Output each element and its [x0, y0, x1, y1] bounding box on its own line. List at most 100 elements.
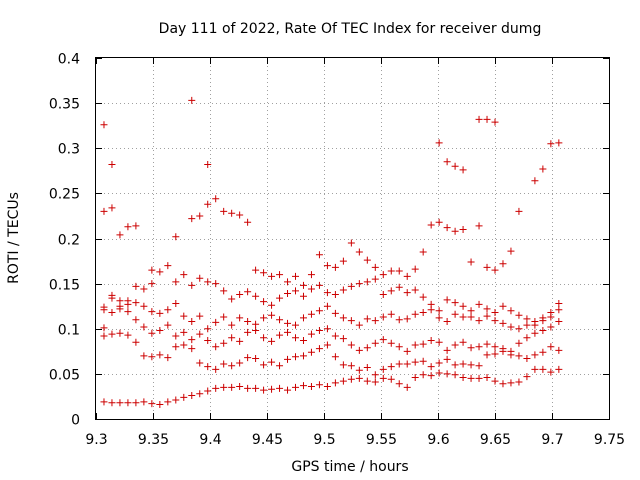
data-point	[172, 343, 180, 351]
data-point	[443, 370, 451, 378]
data-point	[100, 303, 108, 311]
data-point	[459, 313, 467, 321]
data-point	[531, 329, 539, 337]
data-point	[467, 374, 475, 382]
data-point	[180, 341, 188, 349]
data-point	[276, 271, 284, 279]
data-point	[507, 323, 515, 331]
data-point	[220, 360, 228, 368]
data-point	[475, 317, 483, 325]
data-point	[339, 335, 347, 343]
data-point	[244, 318, 252, 326]
data-point	[284, 355, 292, 363]
data-point	[411, 286, 419, 294]
data-point	[523, 355, 531, 363]
data-point	[459, 302, 467, 310]
data-point	[451, 371, 459, 379]
data-point	[443, 355, 451, 363]
data-point	[515, 339, 523, 347]
data-point	[531, 351, 539, 359]
data-point	[244, 218, 252, 226]
data-point	[395, 360, 403, 368]
data-point	[347, 239, 355, 247]
data-point	[188, 96, 196, 104]
data-point	[547, 343, 555, 351]
y-tick-label: 0.05	[49, 368, 80, 384]
data-point	[347, 341, 355, 349]
data-point	[411, 310, 419, 318]
x-tick-labels: 9.3 9.35 9.4 9.45 9.5 9.55 9.6 9.65 9.7 9.75	[85, 432, 625, 448]
data-point	[435, 359, 443, 367]
axis-ticks	[96, 58, 610, 420]
data-point	[196, 359, 204, 367]
data-point	[347, 375, 355, 383]
data-point	[379, 290, 387, 298]
data-point	[204, 387, 212, 395]
data-point	[395, 316, 403, 324]
data-point	[260, 386, 268, 394]
data-point	[188, 345, 196, 353]
data-point	[339, 286, 347, 294]
data-point	[347, 282, 355, 290]
data-point	[483, 340, 491, 348]
data-point	[355, 346, 363, 354]
data-point	[228, 209, 236, 217]
data-point	[164, 398, 172, 406]
data-points	[100, 96, 563, 409]
data-point	[188, 392, 196, 400]
data-point	[212, 195, 220, 203]
data-point	[507, 307, 515, 315]
data-point	[403, 383, 411, 391]
data-point	[339, 257, 347, 265]
data-point	[427, 372, 435, 380]
data-point	[299, 336, 307, 344]
data-point	[403, 347, 411, 355]
data-point	[435, 314, 443, 322]
data-point	[467, 361, 475, 369]
data-point	[379, 271, 387, 279]
data-point	[188, 318, 196, 326]
data-point	[475, 374, 483, 382]
data-point	[371, 317, 379, 325]
data-point	[555, 299, 563, 307]
data-point	[555, 346, 563, 354]
data-point	[148, 329, 156, 337]
data-point	[156, 309, 164, 317]
data-point	[387, 363, 395, 371]
data-point	[204, 200, 212, 208]
data-point	[100, 324, 108, 332]
data-point	[268, 311, 276, 319]
data-point	[212, 318, 220, 326]
data-point	[252, 266, 260, 274]
data-point	[108, 204, 116, 212]
data-point	[124, 308, 132, 316]
data-point	[483, 263, 491, 271]
y-tick-label: 0.15	[49, 278, 80, 294]
x-tick-label: 9.55	[366, 432, 397, 448]
data-point	[515, 325, 523, 333]
data-point	[252, 355, 260, 363]
data-point	[188, 281, 196, 289]
data-point	[395, 283, 403, 291]
data-point	[395, 380, 403, 388]
data-point	[403, 315, 411, 323]
y-tick-label: 0.1	[58, 323, 80, 339]
data-point	[132, 299, 140, 307]
data-point	[292, 334, 299, 342]
y-axis-label: ROTI / TECUs	[6, 192, 22, 284]
data-point	[435, 307, 443, 315]
data-point	[307, 310, 315, 318]
data-point	[252, 384, 260, 392]
y-tick-label: 0.2	[58, 233, 80, 249]
data-point	[467, 258, 475, 266]
data-point	[228, 383, 236, 391]
x-tick-label: 9.4	[199, 432, 221, 448]
data-point	[292, 353, 299, 361]
data-point	[124, 297, 132, 305]
data-point	[435, 139, 443, 147]
data-point	[363, 344, 371, 352]
data-point	[371, 263, 379, 271]
data-point	[124, 399, 132, 407]
